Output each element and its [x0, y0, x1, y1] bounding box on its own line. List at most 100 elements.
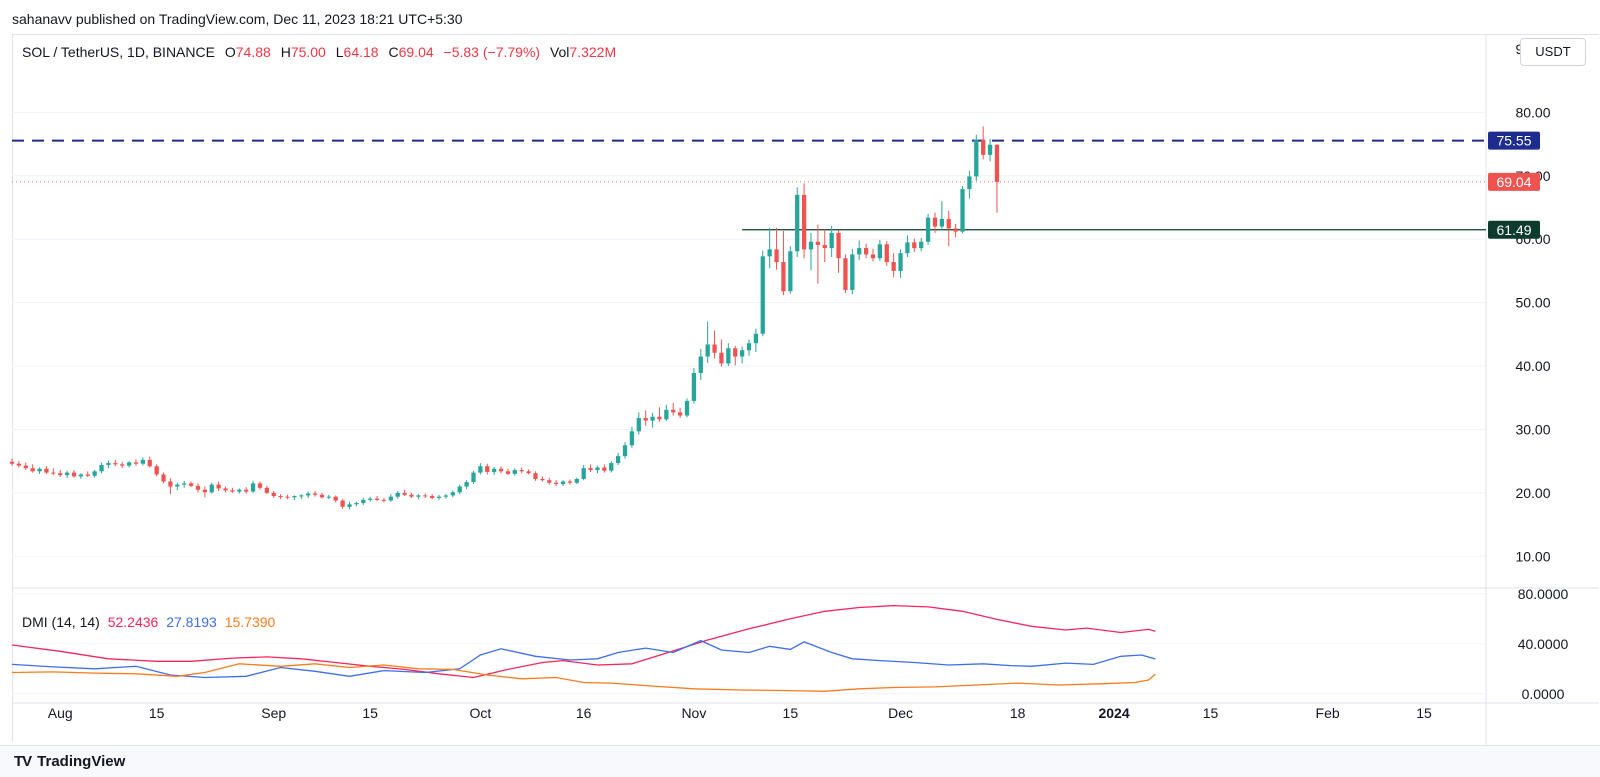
axes: 10.0020.0030.0040.0050.0060.0070.0080.00…: [48, 41, 1569, 721]
candle-body: [126, 462, 132, 466]
open-label: O: [224, 44, 236, 60]
candle: [547, 477, 552, 485]
candle-body: [850, 254, 855, 290]
candle-body: [264, 487, 269, 493]
candle-body: [760, 256, 765, 334]
candle: [974, 134, 979, 181]
candle: [733, 345, 738, 366]
last-price-label-bg: [1488, 172, 1540, 191]
candle: [154, 464, 159, 477]
candle-body: [574, 478, 579, 483]
candle: [912, 238, 917, 252]
candle-body: [85, 474, 90, 476]
candle: [278, 494, 283, 500]
symbol-legend[interactable]: SOL / TetherUS, 1D, BINANCE O74.88 H75.0…: [22, 44, 616, 60]
candle-body: [354, 503, 359, 505]
candle: [395, 490, 400, 499]
candle-body: [870, 254, 876, 259]
candle: [423, 493, 428, 498]
candle: [374, 496, 380, 502]
candle: [602, 464, 607, 473]
candle-body: [223, 488, 228, 491]
candle: [877, 239, 883, 261]
candle: [526, 469, 531, 475]
candle-body: [698, 356, 703, 374]
candle: [182, 480, 187, 488]
dmi-tick-label: 0.0000: [1522, 686, 1565, 702]
price-tick-label: 50.00: [1515, 295, 1550, 311]
candle: [843, 254, 848, 294]
currency-button[interactable]: USDT: [1520, 38, 1586, 66]
candle: [615, 452, 621, 465]
dmi-legend[interactable]: DMI (14, 14) 52.2436 27.8193 15.7390: [22, 614, 275, 630]
candle: [960, 185, 965, 234]
candle: [574, 477, 579, 484]
candle: [250, 480, 256, 493]
price-tick-label: 20.00: [1515, 485, 1550, 501]
candle: [188, 481, 194, 488]
candle: [870, 248, 876, 262]
candle-body: [891, 262, 896, 271]
candle: [9, 458, 15, 466]
candle-body: [636, 418, 641, 432]
candle: [739, 346, 745, 364]
candle: [677, 407, 683, 419]
candle-body: [175, 484, 180, 487]
candle: [684, 398, 690, 418]
candle-body: [195, 485, 201, 490]
candle: [925, 213, 931, 245]
candle-body: [540, 478, 545, 481]
brand-name: TradingView: [37, 753, 126, 770]
candle-body: [533, 473, 538, 479]
candle: [333, 495, 338, 503]
candle: [209, 482, 214, 494]
candle-body: [939, 218, 944, 227]
candle: [292, 495, 297, 500]
candle-body: [402, 492, 407, 495]
tradingview-brand[interactable]: TV TradingView: [14, 753, 125, 770]
candle-body: [498, 468, 504, 472]
candle: [326, 494, 331, 500]
candle: [512, 468, 517, 476]
candle-body: [719, 352, 724, 364]
candle: [58, 470, 63, 478]
candle-body: [801, 194, 807, 250]
candle-body: [457, 486, 462, 493]
candle-body: [829, 232, 834, 249]
candle: [774, 227, 779, 270]
candle: [161, 472, 166, 484]
candle-body: [347, 504, 352, 507]
candle-body: [395, 492, 400, 497]
time-tick-label: 15: [362, 705, 378, 721]
candle: [450, 490, 455, 498]
change-value: −5.83 (−7.79%): [443, 44, 541, 60]
candle-body: [326, 496, 331, 498]
candle: [829, 225, 834, 257]
candle: [808, 232, 814, 271]
time-tick-label: Aug: [48, 705, 73, 721]
candle: [657, 407, 662, 422]
candle: [471, 470, 476, 484]
footer: TV TradingView: [0, 745, 1600, 777]
candle: [195, 483, 201, 493]
candle-body: [374, 498, 380, 500]
candle: [402, 489, 407, 497]
time-tick-label: Sep: [261, 705, 286, 721]
candle-body: [78, 474, 84, 477]
candle-body: [237, 489, 242, 492]
candle-body: [967, 176, 972, 190]
published-caption: sahanavv published on TradingView.com, D…: [12, 11, 463, 27]
candle: [492, 466, 497, 476]
candle-body: [306, 493, 311, 496]
candle-body: [9, 461, 15, 464]
horizontal-lines: [12, 139, 1486, 231]
last-price-price-label: 69.04: [1496, 174, 1531, 190]
candle: [505, 468, 511, 476]
candle-body: [16, 463, 22, 466]
candle: [299, 494, 304, 500]
candle: [746, 339, 752, 356]
candle: [133, 459, 139, 466]
candle: [891, 253, 896, 278]
candle-body: [622, 445, 628, 457]
